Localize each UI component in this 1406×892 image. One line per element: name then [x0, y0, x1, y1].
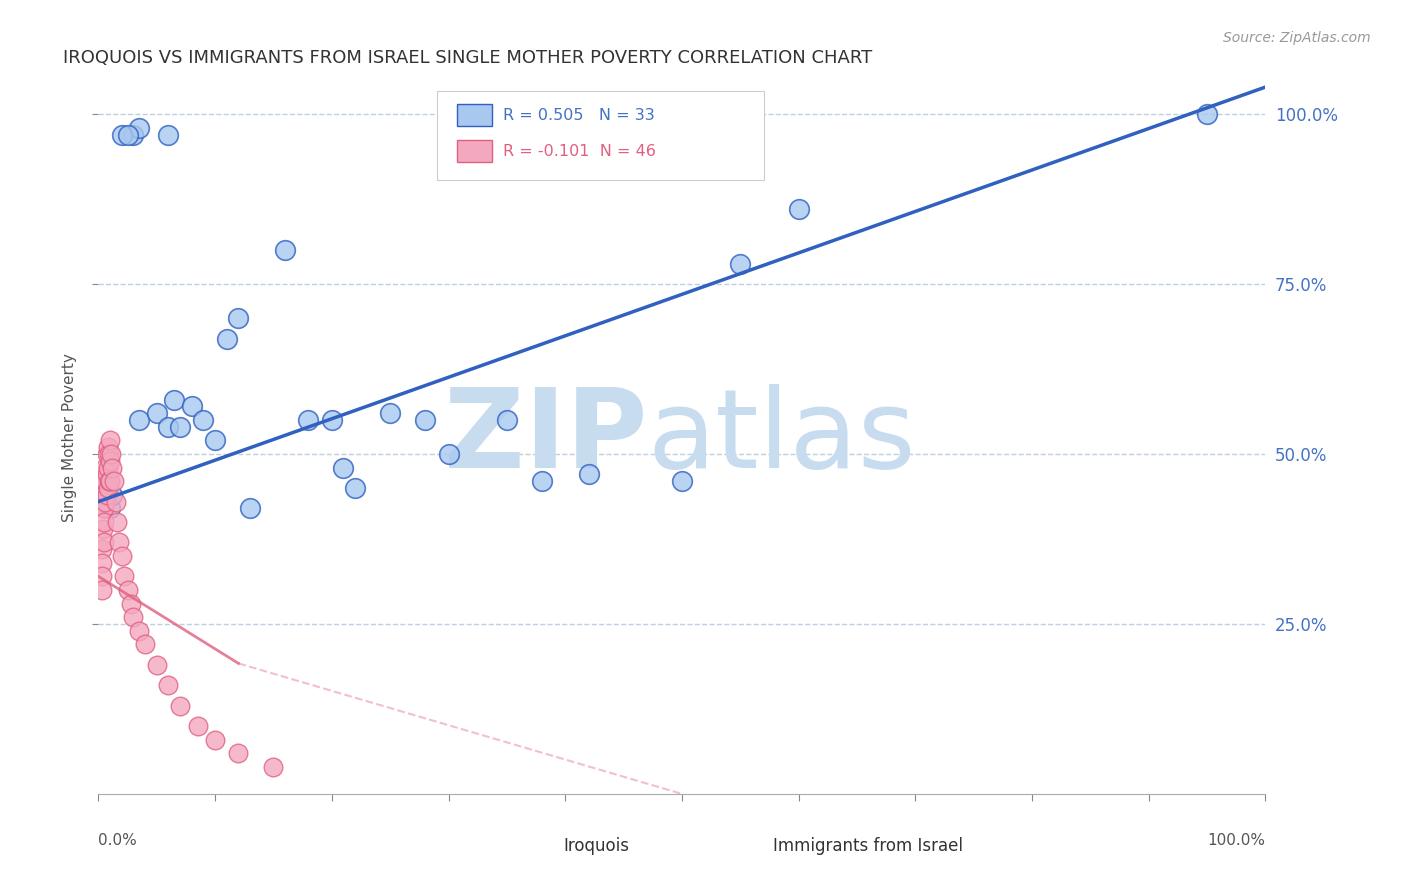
Bar [728, 836, 761, 856]
Point [204, 434, 226, 448]
Point [169, 420, 191, 434]
Point [146, 657, 169, 672]
Point [98, 501, 121, 516]
Point [204, 732, 226, 747]
Point [120, 597, 142, 611]
Point [93, 515, 115, 529]
Point [91, 501, 114, 516]
Point [105, 515, 128, 529]
FancyBboxPatch shape [437, 91, 763, 180]
Point [97, 481, 120, 495]
Point [122, 610, 145, 624]
Y-axis label: Single Mother Poverty: Single Mother Poverty [62, 352, 77, 522]
Point [111, 128, 134, 142]
Point [413, 413, 436, 427]
Point [344, 481, 367, 495]
Point [378, 406, 402, 420]
Point [96, 488, 118, 502]
Text: Iroquois: Iroquois [562, 837, 628, 855]
Point [157, 678, 180, 692]
Point [215, 332, 238, 346]
Point [730, 257, 752, 271]
Point [90, 542, 112, 557]
Point [93, 488, 115, 502]
Point [437, 447, 460, 461]
Point [103, 475, 125, 489]
Point [97, 447, 120, 461]
Point [97, 475, 120, 489]
Point [104, 494, 127, 508]
Point [97, 440, 120, 454]
Point [97, 460, 120, 475]
Point [93, 475, 115, 489]
Point [90, 556, 112, 570]
Text: ZIP: ZIP [443, 384, 647, 491]
Point [96, 467, 118, 482]
Point [93, 501, 115, 516]
Bar [519, 836, 551, 856]
Point [228, 311, 250, 326]
Point [117, 128, 139, 142]
Point [134, 637, 156, 651]
Point [787, 202, 810, 217]
Point [128, 120, 150, 135]
Point [117, 582, 139, 597]
Point [94, 460, 117, 475]
Point [193, 413, 215, 427]
Point [93, 535, 115, 549]
Point [187, 719, 209, 733]
Point [128, 624, 150, 638]
Point [90, 582, 112, 597]
Point [94, 475, 117, 489]
Point [297, 413, 319, 427]
Point [332, 460, 354, 475]
Point [157, 128, 180, 142]
Point [228, 746, 250, 760]
Point [321, 413, 343, 427]
Point [157, 420, 180, 434]
Text: 0.0%: 0.0% [98, 833, 138, 848]
Point [101, 488, 124, 502]
Bar [457, 104, 492, 126]
Point [98, 475, 121, 489]
Text: Immigrants from Israel: Immigrants from Israel [773, 837, 963, 855]
Point [122, 128, 145, 142]
Point [91, 488, 114, 502]
Text: Source: ZipAtlas.com: Source: ZipAtlas.com [1223, 31, 1371, 45]
Text: 100.0%: 100.0% [1208, 833, 1265, 848]
Point [100, 447, 122, 461]
Point [112, 569, 135, 583]
Bar [457, 140, 492, 161]
Point [98, 434, 121, 448]
Point [274, 243, 297, 257]
Point [671, 475, 693, 489]
Point [91, 522, 114, 536]
Point [262, 760, 284, 774]
Point [180, 400, 202, 414]
Point [530, 475, 553, 489]
Point [94, 494, 117, 508]
Point [96, 447, 118, 461]
Text: atlas: atlas [647, 384, 915, 491]
Point [98, 454, 121, 468]
Point [146, 406, 169, 420]
Point [90, 569, 112, 583]
Text: R = 0.505   N = 33: R = 0.505 N = 33 [503, 108, 655, 122]
Point [1195, 107, 1218, 121]
Point [163, 392, 186, 407]
Text: IROQUOIS VS IMMIGRANTS FROM ISRAEL SINGLE MOTHER POVERTY CORRELATION CHART: IROQUOIS VS IMMIGRANTS FROM ISRAEL SINGL… [63, 49, 873, 67]
Point [495, 413, 517, 427]
Point [239, 501, 262, 516]
Point [578, 467, 600, 482]
Point [128, 413, 150, 427]
Point [108, 535, 131, 549]
Point [169, 698, 191, 713]
Point [111, 549, 134, 563]
Point [101, 460, 124, 475]
Text: R = -0.101  N = 46: R = -0.101 N = 46 [503, 144, 657, 159]
